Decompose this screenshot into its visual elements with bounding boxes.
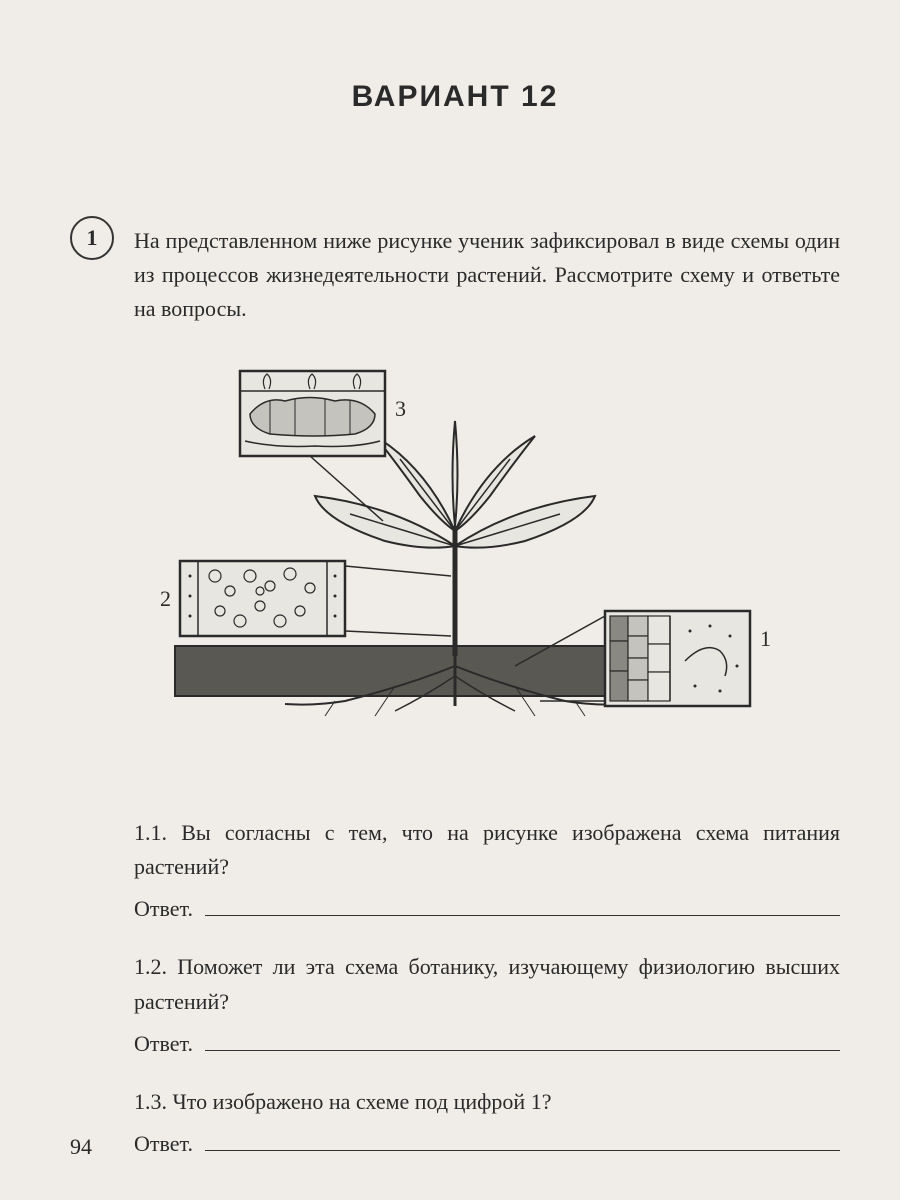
plant-diagram: 3 2 1 [115, 366, 795, 766]
answer-label: Ответ. [134, 896, 193, 922]
diagram-label-1: 1 [760, 626, 771, 652]
answer-underline[interactable] [205, 1050, 840, 1051]
question-number: 1 [70, 216, 114, 260]
diagram-label-3: 3 [395, 396, 406, 422]
question-block: 1 На представленном ниже рисунке ученик … [70, 224, 840, 326]
subquestion-number: 1.2. [134, 954, 167, 979]
answer-line-1-2: Ответ. [134, 1031, 840, 1057]
subquestion-number: 1.3. [134, 1089, 167, 1114]
page-number: 94 [70, 1134, 92, 1160]
subquestion-1-2: 1.2. Поможет ли эта схема ботанику, изуч… [134, 950, 840, 1018]
answer-underline[interactable] [205, 915, 840, 916]
subquestion-1-3: 1.3. Что изображено на схеме под цифрой … [134, 1085, 840, 1119]
page-title: ВАРИАНТ 12 [70, 80, 840, 114]
diagram-label-2: 2 [160, 586, 171, 612]
subquestion-1-1: 1.1. Вы согласны с тем, что на рисунке и… [134, 816, 840, 884]
subquestion-text: Вы согласны с тем, что на рисунке изобра… [134, 820, 840, 879]
answer-line-1-1: Ответ. [134, 896, 840, 922]
answer-label: Ответ. [134, 1131, 193, 1157]
answer-label: Ответ. [134, 1031, 193, 1057]
subquestion-number: 1.1. [134, 820, 167, 845]
answer-underline[interactable] [205, 1150, 840, 1151]
subquestion-text: Что изображено на схеме под цифрой 1? [173, 1089, 552, 1114]
subquestion-text: Поможет ли эта схема ботанику, изучающем… [134, 954, 840, 1013]
answer-line-1-3: Ответ. [134, 1131, 840, 1157]
question-text: На представленном ниже рисунке ученик за… [134, 224, 840, 326]
